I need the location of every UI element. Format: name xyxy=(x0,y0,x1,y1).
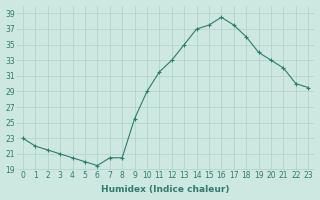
X-axis label: Humidex (Indice chaleur): Humidex (Indice chaleur) xyxy=(101,185,230,194)
